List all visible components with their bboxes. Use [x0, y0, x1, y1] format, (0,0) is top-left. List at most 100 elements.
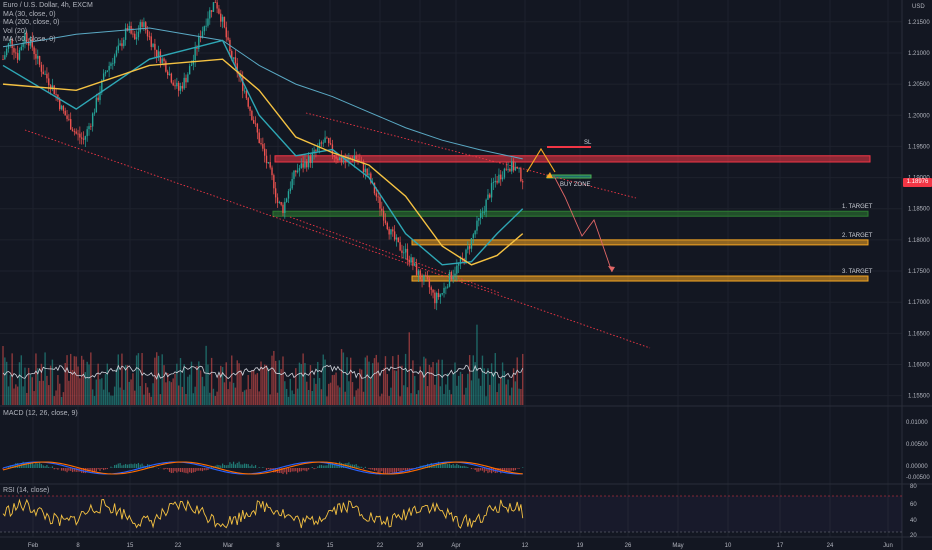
candle-body [13, 48, 15, 53]
price-tick-label: 1.19500 [908, 144, 930, 150]
volume-bar [293, 393, 295, 405]
macd-hist-bar [267, 468, 269, 469]
candle-body [157, 51, 160, 57]
candle-body [203, 26, 205, 32]
candle-body [446, 286, 449, 288]
ma-slow-line [2, 27, 523, 160]
candle-body [46, 73, 48, 79]
price-tick-label: 1.21500 [908, 20, 930, 26]
trend-line [24, 129, 651, 349]
volume-bar [229, 381, 231, 405]
candle-body [415, 263, 418, 275]
volume-bar [212, 388, 215, 405]
volume-bars [2, 324, 524, 405]
volume-bar [135, 355, 138, 405]
candle-body [285, 198, 288, 202]
macd-hist-bar [258, 467, 260, 468]
candle-body [9, 38, 12, 44]
macd-hist-bar [434, 464, 436, 468]
moving-averages [2, 27, 524, 266]
volume-bar [452, 373, 454, 405]
candle-body [104, 71, 107, 74]
volume-bar [415, 394, 418, 405]
volume-bar [298, 362, 301, 405]
candle-body [276, 197, 279, 203]
trend-lines[interactable] [24, 112, 651, 349]
macd-hist-bar [190, 468, 193, 474]
candle-body [75, 131, 77, 134]
volume-bar [436, 362, 438, 405]
volume-bar [322, 354, 324, 405]
volume-bar [75, 356, 77, 405]
volume-bar [395, 370, 398, 405]
volume-bar [238, 363, 240, 405]
macd-hist-bar [7, 467, 10, 468]
volume-bar [148, 392, 151, 405]
candle-body [227, 37, 229, 40]
macd-hist-bar [84, 468, 86, 474]
volume-bar [90, 352, 92, 405]
volume-bar [145, 383, 147, 405]
macd-hist-bar [181, 468, 183, 473]
volume-bar [456, 385, 458, 405]
candle-body [35, 54, 37, 59]
candle-body [362, 161, 365, 173]
candle-body [522, 181, 524, 183]
macd-hist-bar [328, 463, 330, 468]
macd-hist-bar [48, 466, 50, 468]
candle-body [88, 126, 90, 130]
candle-body [492, 182, 495, 184]
macd-hist-bar [265, 468, 268, 471]
candle-body [333, 155, 335, 157]
projection-arrows[interactable] [526, 147, 615, 273]
volume-bar [57, 375, 59, 405]
candle-body [62, 105, 65, 111]
legend-extra: MA (50, close, 0) [3, 36, 56, 44]
volume-bar [328, 383, 330, 405]
macd-tick-label: -0.00500 [906, 475, 930, 481]
macd-hist-bar [478, 468, 480, 472]
volume-bar [417, 390, 420, 405]
macd-hist-bar [97, 468, 99, 470]
candle-body [419, 270, 421, 280]
candle-body [423, 275, 425, 282]
macd-hist-bar [280, 468, 282, 474]
macd-hist-bar [114, 465, 116, 468]
candle-body [225, 27, 227, 38]
macd-hist-bar [461, 466, 463, 468]
volume-bar [470, 380, 473, 405]
macd-hist-bar [516, 468, 518, 469]
volume-bar [242, 391, 244, 405]
candle-body [414, 263, 416, 266]
volume-bar [7, 386, 10, 405]
volume-bar [419, 366, 421, 405]
macd-hist-bar [491, 468, 493, 474]
candle-body [348, 158, 350, 160]
candle-body [465, 249, 467, 264]
volume-bar [437, 359, 440, 405]
volume-bar [496, 392, 498, 405]
volume-bar [481, 355, 484, 405]
volume-bar [99, 379, 101, 405]
volume-bar [176, 363, 178, 405]
candle-body [170, 73, 173, 83]
candle-body [11, 38, 13, 49]
candle-body [284, 201, 286, 213]
candle-body [179, 85, 182, 91]
macd-hist-bar [326, 465, 328, 468]
macd-hist-bar [372, 468, 374, 470]
macd-hist-bar [439, 464, 441, 468]
candle-body [304, 161, 306, 168]
rsi-tick-label: 60 [910, 502, 917, 508]
trend-line [289, 216, 501, 294]
volume-bar [512, 368, 515, 405]
volume-bar [71, 369, 74, 405]
volume-bar [26, 392, 28, 405]
macd-hist-bar [128, 464, 130, 468]
macd-hist-bar [395, 468, 398, 474]
volume-bar [51, 359, 54, 405]
candle-body [77, 133, 79, 135]
volume-bar [64, 362, 66, 405]
legend-ma200: MA (200, close, 0) [3, 19, 60, 27]
